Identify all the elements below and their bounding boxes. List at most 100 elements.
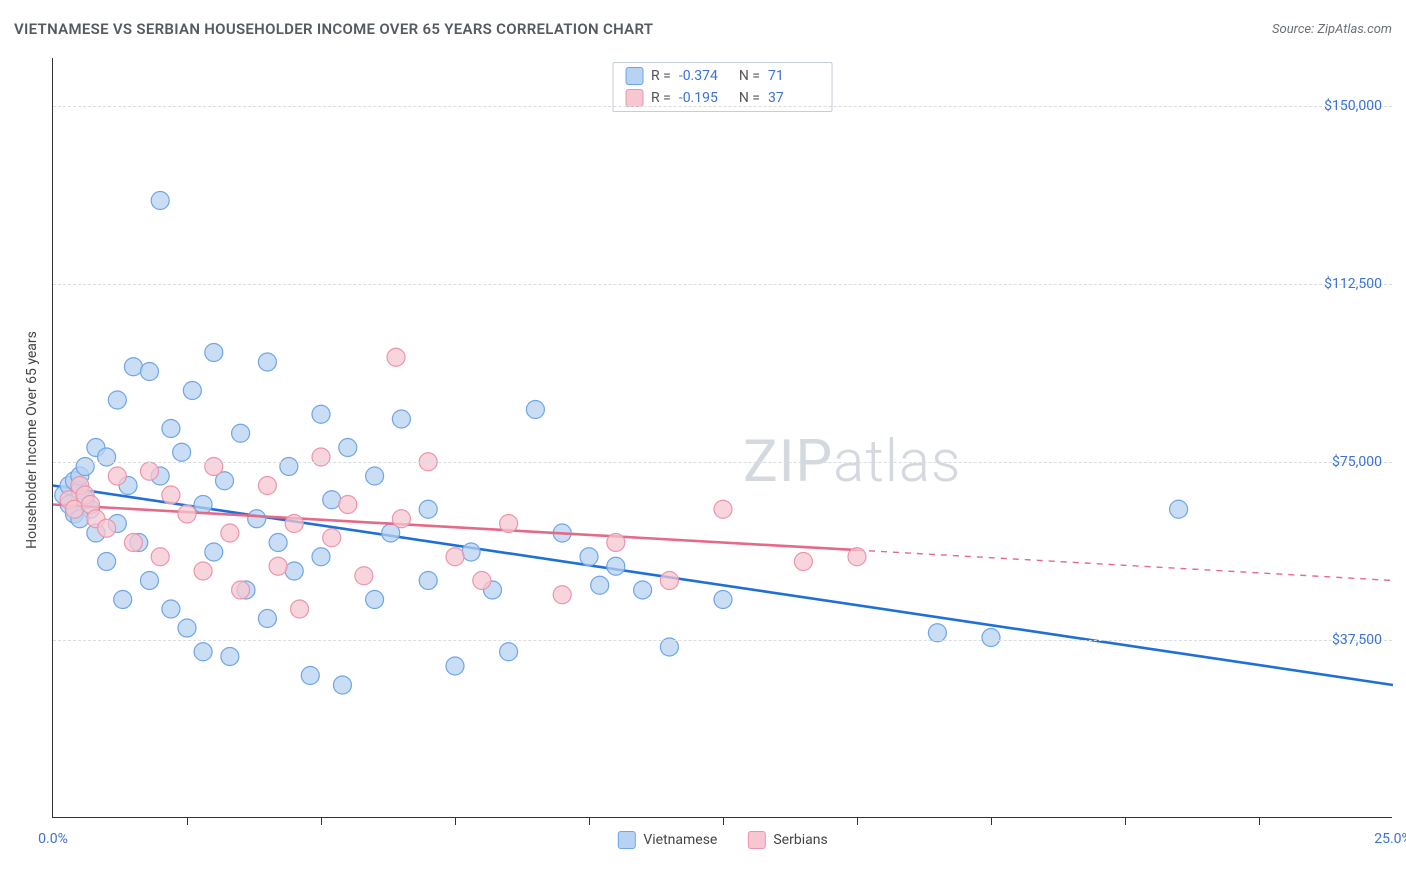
r-label: R = xyxy=(651,90,671,106)
x-tick xyxy=(455,817,456,825)
data-point-serbians xyxy=(660,572,678,590)
data-point-vietnamese xyxy=(607,557,625,575)
data-point-vietnamese xyxy=(98,553,116,571)
data-point-serbians xyxy=(794,553,812,571)
data-point-vietnamese xyxy=(462,543,480,561)
data-point-serbians xyxy=(312,448,330,466)
data-point-vietnamese xyxy=(194,496,212,514)
x-tick xyxy=(187,817,188,825)
legend-label-serbians: Serbians xyxy=(773,832,827,848)
data-point-serbians xyxy=(714,500,732,518)
data-point-serbians xyxy=(291,600,309,618)
data-point-vietnamese xyxy=(366,591,384,609)
data-point-vietnamese xyxy=(205,543,223,561)
data-point-vietnamese xyxy=(162,420,180,438)
data-point-vietnamese xyxy=(183,382,201,400)
y-tick-label: $37,500 xyxy=(1332,632,1382,648)
data-point-vietnamese xyxy=(108,391,126,409)
title-bar: VIETNAMESE VS SERBIAN HOUSEHOLDER INCOME… xyxy=(14,20,1392,38)
x-tick xyxy=(1259,817,1260,825)
chart-container: VIETNAMESE VS SERBIAN HOUSEHOLDER INCOME… xyxy=(0,0,1406,892)
trend-line-dashed-serbians xyxy=(857,550,1393,580)
data-point-serbians xyxy=(194,562,212,580)
data-point-serbians xyxy=(553,586,571,604)
n-label: N = xyxy=(739,90,760,106)
data-point-serbians xyxy=(140,462,158,480)
data-point-vietnamese xyxy=(500,643,518,661)
data-point-vietnamese xyxy=(98,448,116,466)
legend-item-vietnamese: Vietnamese xyxy=(617,831,717,849)
data-point-vietnamese xyxy=(446,657,464,675)
data-point-serbians xyxy=(232,581,250,599)
x-tick xyxy=(723,817,724,825)
correlation-row-vietnamese: R = -0.374 N = 71 xyxy=(625,65,820,87)
data-point-vietnamese xyxy=(205,344,223,362)
data-point-serbians xyxy=(392,510,410,528)
x-tick xyxy=(991,817,992,825)
data-point-vietnamese xyxy=(248,510,266,528)
data-point-vietnamese xyxy=(194,643,212,661)
data-point-serbians xyxy=(98,519,116,537)
data-point-serbians xyxy=(108,467,126,485)
chart-svg xyxy=(53,58,1392,817)
data-point-vietnamese xyxy=(714,591,732,609)
x-tick-label: 25.0% xyxy=(1374,831,1406,847)
data-point-vietnamese xyxy=(312,548,330,566)
n-value-vietnamese: 71 xyxy=(768,68,820,84)
x-tick xyxy=(1125,817,1126,825)
data-point-serbians xyxy=(285,515,303,533)
data-point-vietnamese xyxy=(366,467,384,485)
x-tick xyxy=(321,817,322,825)
data-point-vietnamese xyxy=(591,576,609,594)
data-point-serbians xyxy=(178,505,196,523)
y-tick-label: $112,500 xyxy=(1324,276,1382,292)
data-point-vietnamese xyxy=(76,458,94,476)
data-point-serbians xyxy=(151,548,169,566)
data-point-serbians xyxy=(387,348,405,366)
data-point-vietnamese xyxy=(232,424,250,442)
gridline xyxy=(53,284,1392,285)
data-point-serbians xyxy=(607,534,625,552)
source-label: Source: ZipAtlas.com xyxy=(1272,22,1392,37)
y-tick-label: $150,000 xyxy=(1324,98,1382,114)
data-point-vietnamese xyxy=(114,591,132,609)
data-point-vietnamese xyxy=(285,562,303,580)
data-point-vietnamese xyxy=(173,443,191,461)
data-point-vietnamese xyxy=(419,572,437,590)
data-point-serbians xyxy=(258,477,276,495)
gridline xyxy=(53,106,1392,107)
data-point-vietnamese xyxy=(323,491,341,509)
data-point-vietnamese xyxy=(162,600,180,618)
data-point-vietnamese xyxy=(982,629,1000,647)
correlation-legend: R = -0.374 N = 71 R = -0.195 N = 37 xyxy=(612,62,833,112)
data-point-serbians xyxy=(473,572,491,590)
data-point-vietnamese xyxy=(140,363,158,381)
legend-item-serbians: Serbians xyxy=(747,831,827,849)
data-point-serbians xyxy=(500,515,518,533)
data-point-serbians xyxy=(355,567,373,585)
x-tick xyxy=(857,817,858,825)
chart-title: VIETNAMESE VS SERBIAN HOUSEHOLDER INCOME… xyxy=(14,20,653,38)
x-tick xyxy=(589,817,590,825)
y-tick-label: $75,000 xyxy=(1332,454,1382,470)
data-point-serbians xyxy=(162,486,180,504)
data-point-serbians xyxy=(323,529,341,547)
data-point-vietnamese xyxy=(178,619,196,637)
data-point-serbians xyxy=(848,548,866,566)
swatch-vietnamese xyxy=(617,831,635,849)
r-value-serbians: -0.195 xyxy=(679,90,731,106)
x-tick-label: 0.0% xyxy=(38,831,68,847)
swatch-vietnamese xyxy=(625,67,643,85)
gridline xyxy=(53,462,1392,463)
data-point-vietnamese xyxy=(269,534,287,552)
data-point-vietnamese xyxy=(392,410,410,428)
data-point-serbians xyxy=(124,534,142,552)
data-point-serbians xyxy=(221,524,239,542)
r-value-vietnamese: -0.374 xyxy=(679,68,731,84)
data-point-vietnamese xyxy=(1170,500,1188,518)
gridline xyxy=(53,640,1392,641)
data-point-vietnamese xyxy=(634,581,652,599)
swatch-serbians xyxy=(625,89,643,107)
data-point-vietnamese xyxy=(258,610,276,628)
data-point-vietnamese xyxy=(580,548,598,566)
